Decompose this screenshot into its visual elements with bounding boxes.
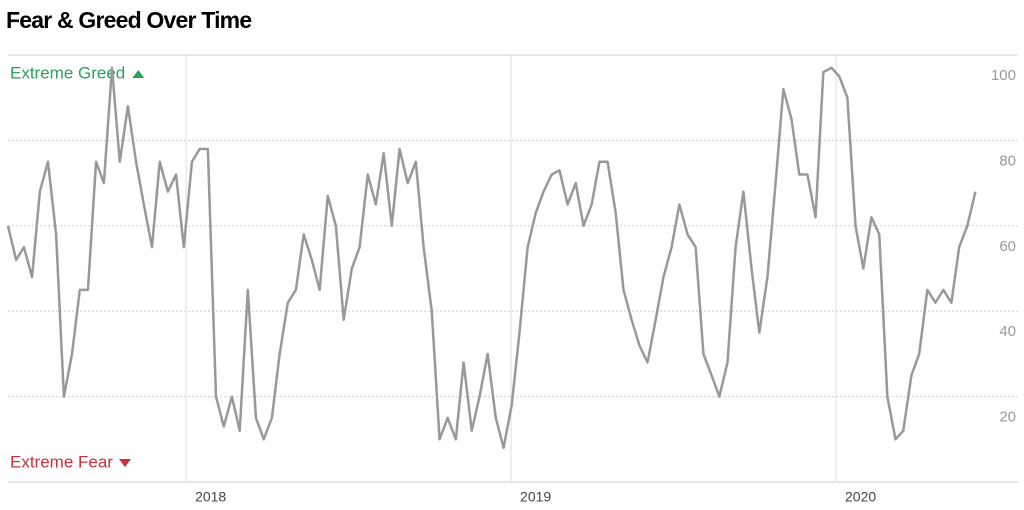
y-tick-label: 100 xyxy=(991,67,1016,84)
y-tick-label: 40 xyxy=(999,323,1016,340)
up-triangle xyxy=(132,70,145,78)
annotation: Extreme Greed xyxy=(10,63,125,82)
x-tick-label: 2018 xyxy=(195,489,226,505)
y-tick-label: 20 xyxy=(999,409,1016,426)
x-tick-label: 2019 xyxy=(520,489,551,505)
down-triangle xyxy=(118,459,131,467)
annotation: Extreme Fear xyxy=(10,452,113,471)
y-tick-label: 60 xyxy=(999,238,1016,255)
y-tick-label: 80 xyxy=(999,152,1016,169)
chart-title: Fear & Greed Over Time xyxy=(6,7,251,33)
line xyxy=(6,66,977,450)
x-tick-label: 2020 xyxy=(845,489,876,505)
